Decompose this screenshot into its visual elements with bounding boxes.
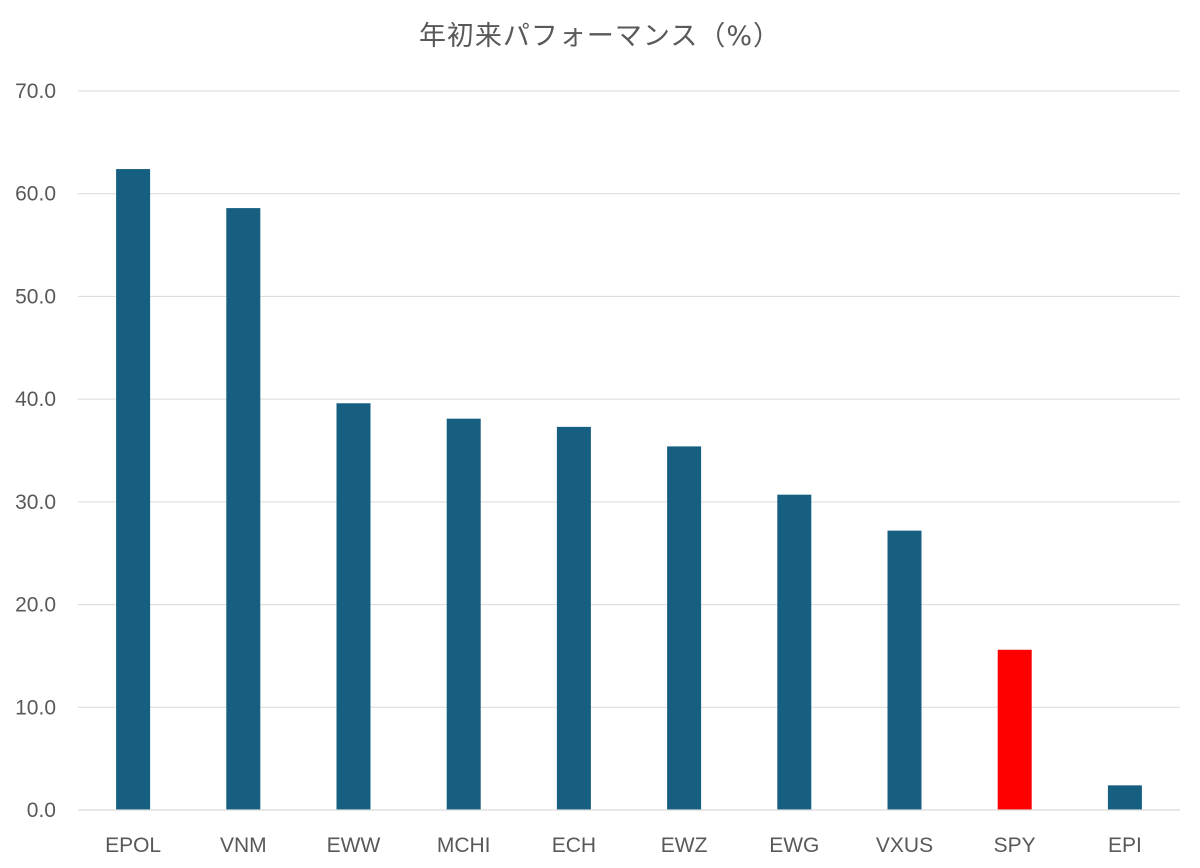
y-tick-label: 10.0 [15,696,56,719]
y-tick-label: 40.0 [15,388,56,411]
x-tick-label: EPOL [105,834,161,857]
y-tick-label: 60.0 [15,183,56,206]
x-tick-label: EWZ [661,834,708,857]
bar-vxus [887,530,922,810]
bar-mchi [446,418,481,810]
x-tick-label: VNM [220,834,267,857]
x-tick-label: VXUS [876,834,933,857]
bar-epi [1107,785,1142,810]
x-tick-label: MCHI [437,834,491,857]
y-tick-label: 70.0 [15,80,56,103]
x-tick-label: SPY [994,834,1036,857]
y-tick-label: 20.0 [15,594,56,617]
y-tick-label: 0.0 [27,799,56,822]
x-tick-label: EPI [1108,834,1142,857]
bar-ewz [667,446,702,810]
x-tick-label: EWG [769,834,819,857]
x-tick-label: ECH [552,834,596,857]
y-tick-label: 30.0 [15,491,56,514]
bar-vnm [226,208,261,810]
bar-epol [116,169,151,810]
y-tick-label: 50.0 [15,285,56,308]
bar-spy [997,649,1032,810]
bar-ech [556,426,591,810]
chart-title: 年初来パフォーマンス（%） [418,21,782,52]
x-tick-label: EWW [327,834,381,857]
bar-ewg [777,494,812,810]
bar-eww [336,403,371,810]
